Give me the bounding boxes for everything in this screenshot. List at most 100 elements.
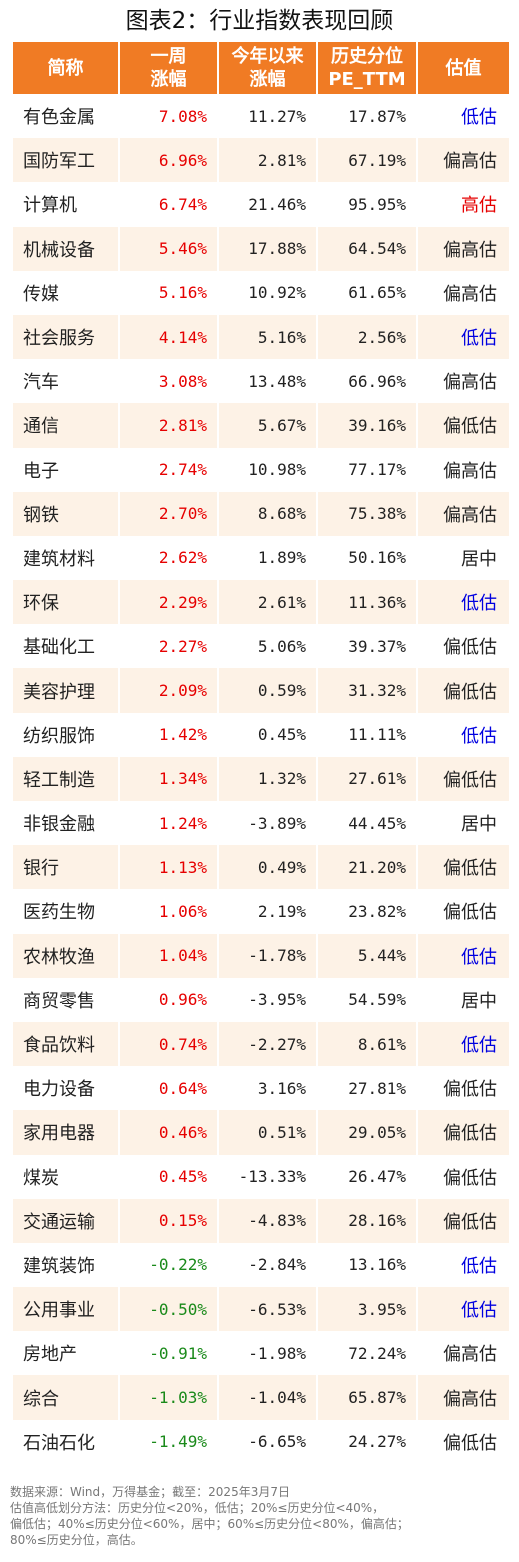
cell-pe-percentile: 11.36% xyxy=(318,580,418,625)
cell-ytd-change: -3.95% xyxy=(219,977,318,1022)
cell-week-change: 2.09% xyxy=(120,668,219,713)
cell-industry-name: 房地产 xyxy=(13,1331,120,1376)
cell-pe-percentile: 50.16% xyxy=(318,535,418,581)
cell-ytd-change: -1.98% xyxy=(219,1331,318,1376)
cell-ytd-change: -2.27% xyxy=(219,1021,318,1067)
table-row: 交通运输 0.15% -4.83% 28.16% 偏低估 xyxy=(13,1198,509,1243)
cell-ytd-change: -4.83% xyxy=(219,1198,318,1243)
cell-pe-percentile: 72.24% xyxy=(318,1331,418,1376)
cell-ytd-change: 17.88% xyxy=(219,226,318,271)
cell-pe-percentile: 21.20% xyxy=(318,845,418,890)
table-row: 机械设备 5.46% 17.88% 64.54% 偏高估 xyxy=(13,226,509,271)
cell-industry-name: 环保 xyxy=(13,580,120,625)
header-valuation-label: 估值 xyxy=(445,57,482,79)
cell-industry-name: 公用事业 xyxy=(13,1287,120,1332)
cell-ytd-change: 10.98% xyxy=(219,447,318,492)
cell-week-change: 1.13% xyxy=(120,845,219,890)
cell-industry-name: 社会服务 xyxy=(13,314,120,360)
cell-pe-percentile: 29.05% xyxy=(318,1110,418,1155)
cell-ytd-change: 13.48% xyxy=(219,359,318,404)
cell-pe-percentile: 54.59% xyxy=(318,977,418,1022)
header-name: 简称 xyxy=(13,42,120,94)
cell-industry-name: 煤炭 xyxy=(13,1154,120,1199)
cell-pe-percentile: 11.11% xyxy=(318,712,418,757)
cell-valuation: 偏低估 xyxy=(443,902,497,924)
cell-valuation: 偏低估 xyxy=(443,1079,497,1101)
cell-week-change: 0.64% xyxy=(120,1066,219,1111)
cell-valuation: 偏高估 xyxy=(418,491,509,536)
cell-week-change: 2.81% xyxy=(120,403,219,448)
cell-ytd-change: 1.89% xyxy=(219,535,318,581)
cell-valuation: 偏低估 xyxy=(418,845,509,890)
cell-week-change: 2.70% xyxy=(120,491,219,536)
cell-industry-name: 食品饮料 xyxy=(13,1021,120,1067)
cell-valuation: 低估 xyxy=(418,1021,509,1067)
cell-pe-percentile: 3.95% xyxy=(318,1287,418,1332)
cell-ytd-change: 0.49% xyxy=(219,845,318,890)
cell-valuation: 低估 xyxy=(418,314,509,360)
cell-industry-name: 传媒 xyxy=(13,270,120,315)
cell-pe-percentile: 75.38% xyxy=(318,491,418,536)
cell-pe-percentile: 27.61% xyxy=(318,756,418,801)
cell-week-change: 6.96% xyxy=(120,138,219,183)
cell-industry-name: 农林牧渔 xyxy=(13,933,120,978)
cell-ytd-change: 21.46% xyxy=(219,182,318,227)
cell-week-change: 2.62% xyxy=(120,535,219,581)
cell-pe-percentile: 39.37% xyxy=(318,624,418,669)
table-row: 煤炭 0.45% -13.33% 26.47% 偏低估 xyxy=(13,1154,509,1199)
table-row: 传媒 5.16% 10.92% 61.65% 偏高估 xyxy=(13,270,509,315)
cell-week-change: 4.14% xyxy=(120,314,219,360)
cell-valuation: 低估 xyxy=(461,1255,497,1277)
table-row: 环保 2.29% 2.61% 11.36% 低估 xyxy=(13,580,509,625)
cell-week-change: 1.34% xyxy=(120,756,219,801)
cell-week-change: 5.16% xyxy=(120,270,219,315)
cell-valuation: 偏高估 xyxy=(418,1375,509,1420)
cell-valuation: 偏高估 xyxy=(443,283,497,305)
cell-week-change: 2.27% xyxy=(120,624,219,669)
header-valuation: 估值 xyxy=(418,42,509,94)
cell-industry-name: 有色金属 xyxy=(13,94,120,139)
cell-industry-name: 电力设备 xyxy=(13,1066,120,1111)
cell-valuation: 偏低估 xyxy=(418,756,509,801)
industry-index-table: 简称 一周 涨幅 今年以来 涨幅 历史分位 PE_TTM 估值 有色金属 7.08… xyxy=(13,42,509,1464)
table-row: 纺织服饰 1.42% 0.45% 11.11% 低估 xyxy=(13,712,509,757)
footnote-line: 偏低估；40%≤历史分位<60%，居中；60%≤历史分位<80%，偏高估； xyxy=(10,1517,409,1531)
cell-pe-percentile: 23.82% xyxy=(318,889,418,934)
cell-week-change: 0.46% xyxy=(120,1110,219,1155)
table-row: 石油石化 -1.49% -6.65% 24.27% 偏低估 xyxy=(13,1419,509,1464)
table-row: 计算机 6.74% 21.46% 95.95% 高估 xyxy=(13,182,509,227)
table-row: 电子 2.74% 10.98% 77.17% 偏高估 xyxy=(13,447,509,492)
cell-industry-name: 通信 xyxy=(13,403,120,448)
table-row: 商贸零售 0.96% -3.95% 54.59% 居中 xyxy=(13,977,509,1022)
cell-valuation: 居中 xyxy=(461,814,497,836)
cell-valuation: 低估 xyxy=(418,933,509,978)
cell-valuation: 低估 xyxy=(418,580,509,625)
cell-pe-percentile: 5.44% xyxy=(318,933,418,978)
cell-ytd-change: 5.67% xyxy=(219,403,318,448)
table-row: 公用事业 -0.50% -6.53% 3.95% 低估 xyxy=(13,1287,509,1332)
cell-industry-name: 建筑装饰 xyxy=(13,1242,120,1288)
cell-valuation: 居中 xyxy=(461,990,497,1012)
cell-industry-name: 银行 xyxy=(13,845,120,890)
table-row: 美容护理 2.09% 0.59% 31.32% 偏低估 xyxy=(13,668,509,713)
cell-week-change: 1.04% xyxy=(120,933,219,978)
cell-pe-percentile: 64.54% xyxy=(318,226,418,271)
cell-pe-percentile: 44.45% xyxy=(318,801,418,846)
table-row: 汽车 3.08% 13.48% 66.96% 偏高估 xyxy=(13,359,509,404)
cell-ytd-change: 2.19% xyxy=(219,889,318,934)
cell-pe-percentile: 65.87% xyxy=(318,1375,418,1420)
cell-valuation: 低估 xyxy=(461,107,497,129)
cell-valuation: 偏低估 xyxy=(443,637,497,659)
table-row: 食品饮料 0.74% -2.27% 8.61% 低估 xyxy=(13,1021,509,1067)
cell-industry-name: 轻工制造 xyxy=(13,756,120,801)
footnote-line: 80%≤历史分位，高估。 xyxy=(10,1533,143,1547)
cell-week-change: 6.74% xyxy=(120,182,219,227)
cell-week-change: 0.15% xyxy=(120,1198,219,1243)
cell-ytd-change: 0.59% xyxy=(219,668,318,713)
cell-ytd-change: 2.81% xyxy=(219,138,318,183)
cell-valuation: 偏低估 xyxy=(418,1198,509,1243)
cell-ytd-change: -1.04% xyxy=(219,1375,318,1420)
footnote-line: 估值高低划分方法：历史分位<20%，低估；20%≤历史分位<40%， xyxy=(10,1501,385,1515)
cell-week-change: -0.50% xyxy=(120,1287,219,1332)
cell-week-change: -0.91% xyxy=(120,1331,219,1376)
